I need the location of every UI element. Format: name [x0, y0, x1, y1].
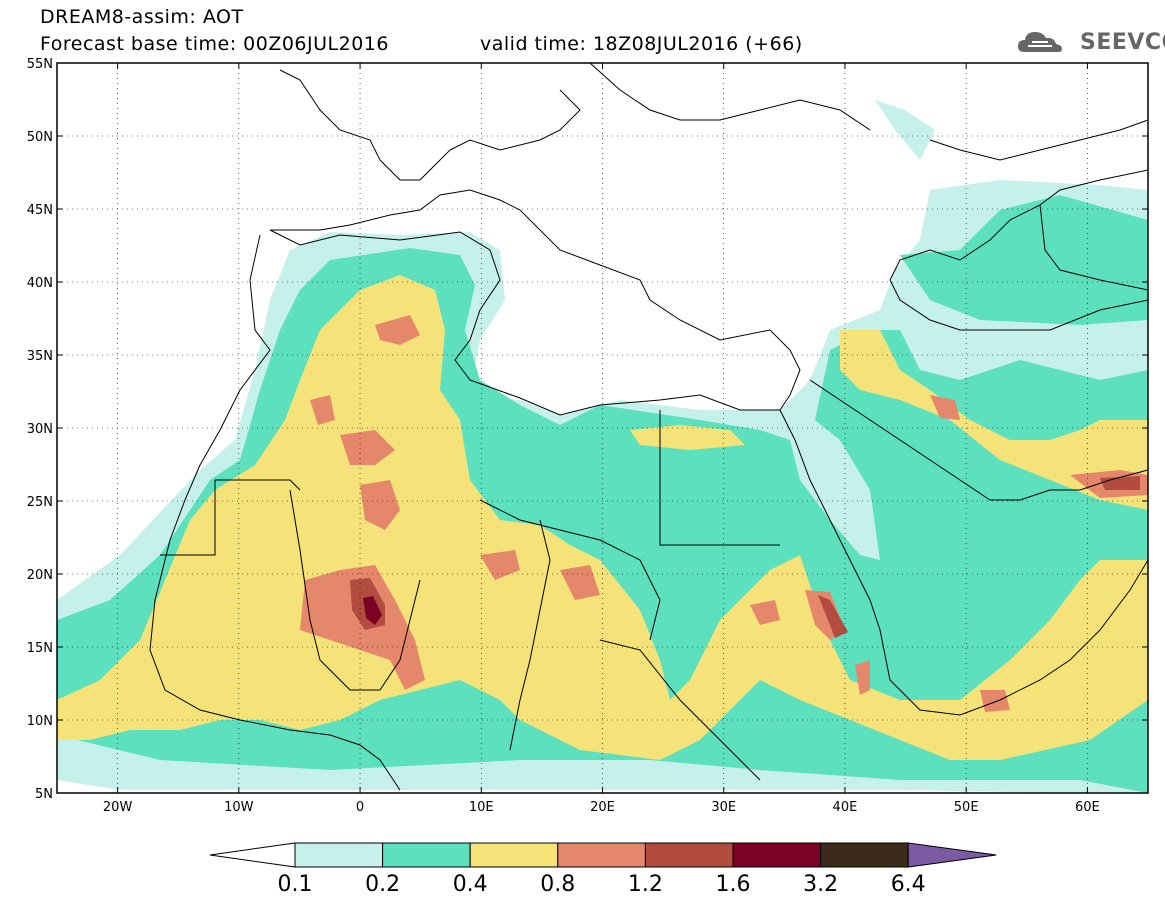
aot-band-1.6 — [363, 596, 382, 625]
colorbar-label: 1.6 — [715, 872, 751, 897]
colorbar-label: 0.4 — [452, 872, 488, 897]
aot-band-0.8 — [300, 565, 425, 690]
colorbar-label: 1.2 — [627, 872, 663, 897]
colorbar-box — [557, 842, 646, 868]
colorbar-box — [820, 842, 909, 868]
lat-label: 55N — [27, 57, 53, 72]
lat-label: 10N — [27, 714, 53, 729]
lat-label: 35N — [27, 349, 53, 364]
colorbar-label: 0.8 — [540, 872, 576, 897]
colorbar-box — [469, 842, 559, 868]
longitude-labels: 20W 10W 0 10E 20E 30E 40E 50E 60E — [103, 63, 1100, 815]
lon-label: 0 — [356, 800, 364, 815]
colorbar-label: 6.4 — [890, 872, 926, 897]
cloud-icon — [1018, 32, 1062, 52]
colorbar-label: 3.2 — [803, 872, 839, 897]
lon-label: 30E — [711, 800, 736, 815]
logo-text: SEEVCCC — [1080, 30, 1165, 55]
colorbar-box — [644, 842, 734, 868]
lat-label: 45N — [27, 203, 53, 218]
colorbar-label: 0.1 — [277, 872, 313, 897]
colorbar-over-triangle — [907, 842, 997, 868]
map-title: DREAM8-assim: AOT — [40, 6, 244, 28]
lat-label: 15N — [27, 641, 53, 656]
aot-field — [57, 100, 1148, 793]
lon-label: 40E — [833, 800, 858, 815]
colorbar-box — [294, 842, 384, 868]
lat-label: 50N — [27, 130, 53, 145]
lat-label: 40N — [27, 276, 53, 291]
lat-label: 5N — [35, 787, 53, 802]
colorbar-box — [732, 842, 822, 868]
latitude-labels: 55N 50N 45N 40N 35N 30N 25N 20N 15N 10N 5N — [27, 57, 1148, 802]
lon-label: 10W — [224, 800, 254, 815]
colorbar-label: 0.2 — [365, 872, 401, 897]
colorbar-box — [382, 842, 471, 868]
lon-label: 60E — [1075, 800, 1100, 815]
lat-label: 25N — [27, 495, 53, 510]
lon-label: 50E — [954, 800, 979, 815]
lat-label: 30N — [27, 422, 53, 437]
lon-label: 20W — [103, 800, 133, 815]
valid-time: valid time: 18Z08JUL2016 (+66) — [480, 33, 803, 55]
lat-label: 20N — [27, 568, 53, 583]
lon-label: 20E — [590, 800, 615, 815]
graticule — [57, 63, 1148, 793]
forecast-base-time: Forecast base time: 00Z06JUL2016 — [40, 33, 389, 55]
colorbar — [209, 842, 997, 868]
colorbar-under-triangle — [209, 842, 296, 868]
lon-label: 10E — [469, 800, 494, 815]
coastlines — [149, 63, 1148, 791]
